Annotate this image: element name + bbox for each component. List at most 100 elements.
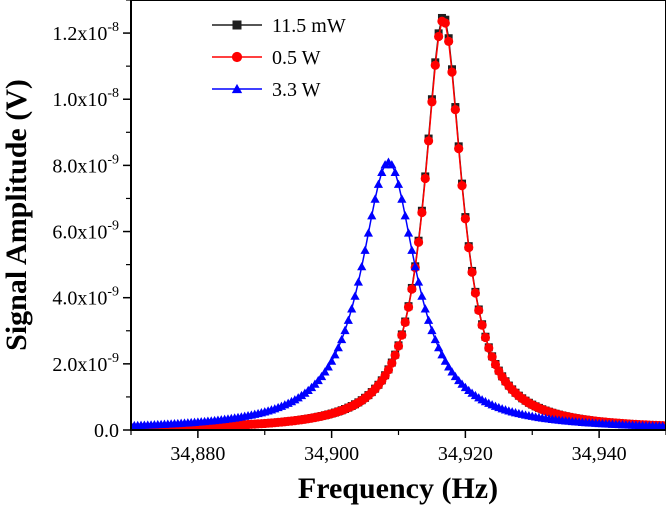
data-point-triangle <box>327 356 337 365</box>
data-point-square <box>232 20 242 30</box>
data-point-circle <box>457 180 467 191</box>
data-point-triangle <box>323 362 333 371</box>
data-point-circle <box>427 97 437 107</box>
data-point-triangle <box>387 160 397 169</box>
legend-item: 0.5 W <box>212 47 321 69</box>
data-point-triangle <box>403 228 414 237</box>
data-point-triangle <box>390 167 400 177</box>
data-point-triangle <box>420 304 430 313</box>
data-point-triangle <box>423 315 434 324</box>
legend-label: 3.3 W <box>272 79 321 101</box>
series-line <box>131 20 666 429</box>
data-point-triangle <box>437 350 447 359</box>
data-point-circle <box>470 288 481 298</box>
data-point-triangle <box>360 245 370 254</box>
y-tick-label: 0.0 <box>94 420 119 442</box>
data-point-circle <box>434 31 444 42</box>
series-3-3-w <box>131 157 666 430</box>
data-point-circle <box>413 237 424 247</box>
data-point-circle <box>397 330 407 340</box>
data-point-circle <box>403 302 414 312</box>
y-tick-label: 2.0x10-9 <box>52 351 119 376</box>
data-point-triangle <box>407 245 417 254</box>
data-point-triangle <box>367 211 377 220</box>
series-line <box>131 16 666 429</box>
data-point-triangle <box>440 356 450 365</box>
data-point-circle <box>444 36 454 46</box>
x-axis: 34,880 34,900 34,920 34,940 <box>130 430 666 465</box>
data-point-triangle <box>337 334 347 344</box>
data-point-triangle <box>316 371 327 381</box>
data-point-circle <box>474 305 484 316</box>
data-point-triangle <box>353 277 363 286</box>
data-point-triangle <box>434 342 444 352</box>
data-point-triangle <box>340 325 350 335</box>
data-point-triangle <box>363 228 374 237</box>
data-point-circle <box>420 173 430 184</box>
data-point-circle <box>487 352 497 362</box>
data-point-triangle <box>330 350 340 359</box>
y-tick-label: 4.0x10-9 <box>52 285 119 310</box>
data-point-triangle <box>377 167 387 177</box>
data-point-triangle <box>410 262 420 271</box>
data-point-triangle <box>370 194 380 203</box>
data-point-circle <box>407 284 417 294</box>
data-point-circle <box>460 214 470 224</box>
y-axis: 0.0 2.0x10-9 4.0x10-9 6.0x10-9 8.0x10-9 1.0x1… <box>52 0 131 442</box>
data-point-circle <box>231 51 243 63</box>
data-point-circle <box>454 144 464 154</box>
data-point-circle <box>430 60 440 70</box>
data-point-circle <box>400 317 410 327</box>
data-point-triangle <box>417 291 427 300</box>
data-point-triangle <box>413 277 424 286</box>
data-point-circle <box>390 350 400 360</box>
data-point-circle <box>387 358 397 368</box>
data-point-circle <box>393 341 404 351</box>
legend-item: 3.3 W <box>212 79 321 101</box>
data-point-triangle <box>343 315 353 324</box>
data-point-circle <box>447 67 457 77</box>
plot-frame <box>130 0 666 431</box>
data-point-circle <box>484 343 494 353</box>
data-point-circle <box>450 105 460 115</box>
data-point-circle <box>440 18 450 28</box>
data-point-triangle <box>347 304 357 313</box>
series-11-5-mw <box>131 13 666 430</box>
x-axis-title: Frequency (Hz) <box>298 472 498 505</box>
legend-label: 0.5 W <box>272 47 321 69</box>
x-tick-label: 34,940 <box>572 443 627 465</box>
legend: 11.5 mW 0.5 W 3.3 W <box>212 15 346 101</box>
series-0-5-w <box>131 16 666 430</box>
data-point-triangle <box>427 325 437 335</box>
data-point-triangle <box>444 362 454 371</box>
plot-area <box>131 13 666 430</box>
data-point-triangle <box>373 179 384 188</box>
data-point-triangle <box>333 342 343 352</box>
x-tick-label: 34,900 <box>304 443 359 465</box>
data-point-circle <box>480 332 491 343</box>
y-tick-label: 8.0x10-9 <box>52 152 119 177</box>
x-tick-label: 34,880 <box>170 443 225 465</box>
data-point-circle <box>423 136 434 146</box>
y-tick-label: 1.2x10-8 <box>52 20 119 45</box>
data-point-circle <box>477 320 487 330</box>
data-point-triangle <box>357 262 367 271</box>
data-point-triangle <box>661 421 666 430</box>
data-point-triangle <box>320 367 330 376</box>
y-tick-label: 1.0x10-8 <box>52 86 119 111</box>
legend-item: 11.5 mW <box>212 15 346 37</box>
data-point-triangle <box>400 211 410 220</box>
data-point-circle <box>464 243 474 253</box>
y-tick-label: 6.0x10-9 <box>52 219 119 244</box>
data-point-triangle <box>397 194 407 203</box>
data-point-triangle <box>393 179 404 188</box>
y-axis-title: Signal Amplitude (V) <box>0 79 33 351</box>
x-tick-label: 34,920 <box>438 443 493 465</box>
plot-marks <box>131 13 666 430</box>
legend-label: 11.5 mW <box>272 15 346 37</box>
data-point-triangle <box>350 291 360 300</box>
data-point-circle <box>467 267 477 277</box>
data-point-triangle <box>231 83 243 94</box>
data-point-triangle <box>447 367 457 376</box>
